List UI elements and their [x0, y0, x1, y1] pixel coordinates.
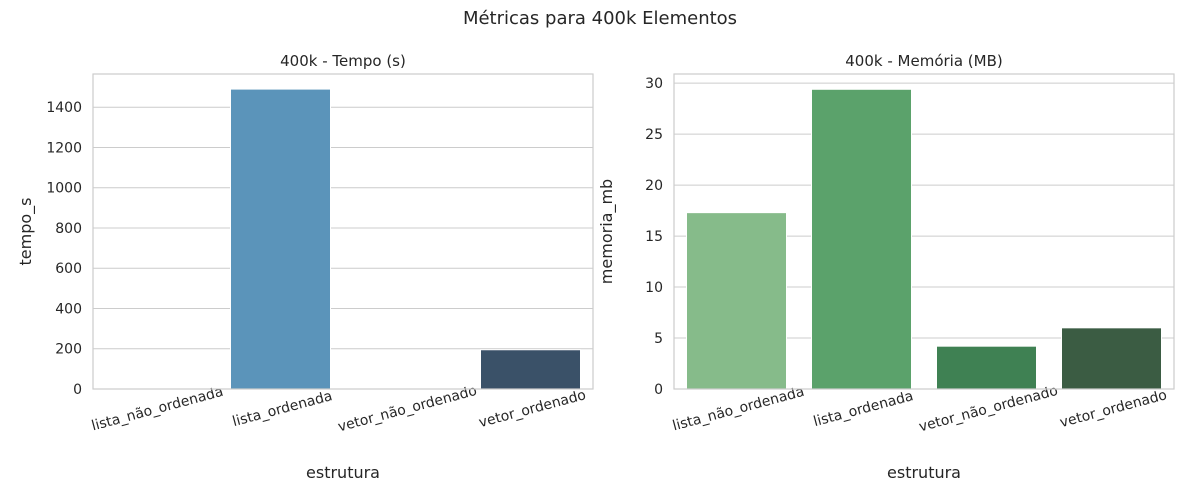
y-tick-label: 1200	[46, 140, 82, 156]
x-tick-label: lista_não_ordenada	[90, 384, 225, 435]
x-axis-label: estrutura	[887, 463, 961, 482]
bar-1	[230, 88, 331, 390]
y-tick-label: 15	[645, 229, 663, 245]
y-tick-label: 5	[654, 331, 663, 347]
bar-0	[686, 212, 787, 390]
x-axis-label: estrutura	[306, 463, 380, 482]
y-tick-label: 1400	[46, 100, 82, 116]
y-axis-label: memoria_mb	[597, 179, 617, 284]
x-tick-label: lista_ordenada	[231, 388, 334, 430]
panel-title: 400k - Tempo (s)	[280, 52, 406, 70]
x-tick-label: vetor_não_ordenado	[917, 383, 1059, 436]
x-tick-label: vetor_não_ordenado	[336, 383, 478, 436]
bar-3	[1061, 327, 1162, 390]
bar-3	[480, 349, 581, 390]
y-tick-label: 400	[55, 301, 82, 317]
y-tick-label: 0	[73, 382, 82, 398]
y-tick-label: 10	[645, 280, 663, 296]
y-tick-label: 0	[654, 382, 663, 398]
x-tick-label: vetor_ordenado	[477, 387, 588, 431]
panel-title: 400k - Memória (MB)	[845, 52, 1002, 70]
plot-frame	[92, 73, 594, 390]
chart-panel-2: 0 5 10 15 20 25 30 lista_não_ordenada lista_orde…	[597, 52, 1175, 482]
x-tick-label: lista_ordenada	[812, 388, 915, 430]
y-axis-label: tempo_s	[16, 198, 36, 266]
y-tick-label: 200	[55, 342, 82, 358]
y-tick-label: 30	[645, 76, 663, 92]
y-tick-label: 25	[645, 127, 663, 143]
plot-frame	[673, 73, 1175, 390]
x-tick-label: lista_não_ordenada	[671, 384, 806, 435]
bar-2	[936, 345, 1037, 390]
chart-panel-1: 0 200 400 600 800 1000 1200 1400 lista_não_orden…	[16, 52, 594, 482]
figure-title: Métricas para 400k Elementos	[462, 8, 738, 29]
x-tick-label: vetor_ordenado	[1058, 387, 1169, 431]
y-tick-label: 800	[55, 221, 82, 237]
y-tick-label: 1000	[46, 181, 82, 197]
bar-1	[811, 88, 912, 390]
y-tick-label: 20	[645, 178, 663, 194]
y-tick-label: 600	[55, 261, 82, 277]
